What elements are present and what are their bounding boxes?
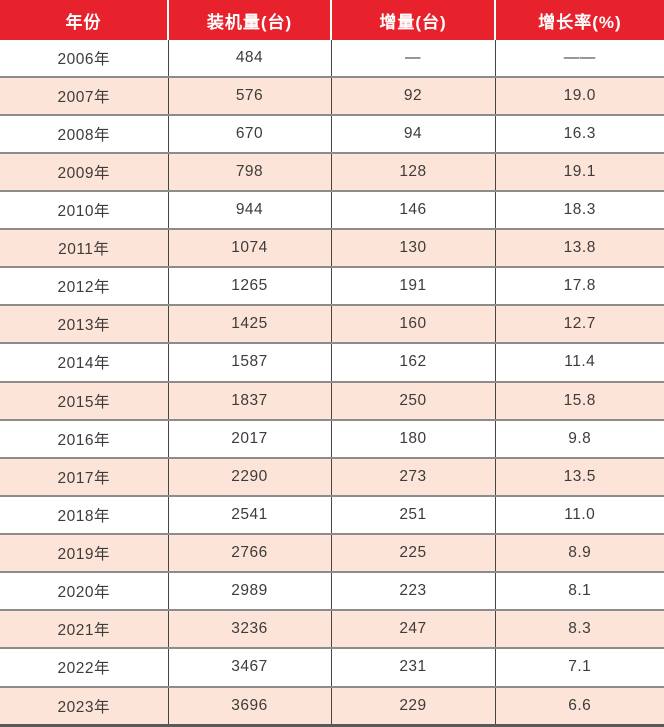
cell-increment: 94 <box>331 113 496 153</box>
table-row: 2009年 798 128 19.1 <box>0 151 664 191</box>
table-row: 2022年 3467 231 7.1 <box>0 647 664 687</box>
cell-installed-count: 670 <box>168 113 332 153</box>
cell-growth-rate: 19.1 <box>495 151 664 191</box>
cell-growth-rate: 6.6 <box>495 685 664 727</box>
cell-installed-count: 1265 <box>168 266 332 306</box>
table-row: 2012年 1265 191 17.8 <box>0 266 664 306</box>
cell-increment: 229 <box>331 685 496 727</box>
cell-installed-count: 2989 <box>168 571 332 611</box>
cell-year: 2013年 <box>0 304 169 344</box>
column-header-increment: 增量(台) <box>330 0 495 40</box>
cell-increment: — <box>331 40 496 77</box>
column-header-year: 年份 <box>0 0 168 40</box>
cell-installed-count: 2541 <box>168 494 332 535</box>
cell-installed-count: 484 <box>168 40 332 77</box>
table-row: 2007年 576 92 19.0 <box>0 75 664 115</box>
header-row: 年份 装机量(台) 增量(台) 增长率(%) <box>0 0 664 40</box>
cell-growth-rate: 13.5 <box>495 456 664 496</box>
cell-installed-count: 2766 <box>168 533 332 573</box>
cell-growth-rate: 11.0 <box>495 494 664 535</box>
cell-installed-count: 2017 <box>168 418 332 458</box>
cell-increment: 162 <box>331 342 496 382</box>
cell-installed-count: 944 <box>168 189 332 230</box>
table-row: 2011年 1074 130 13.8 <box>0 228 664 268</box>
cell-growth-rate: 19.0 <box>495 75 664 115</box>
cell-installed-count: 1837 <box>168 380 332 420</box>
cell-year: 2023年 <box>0 685 169 727</box>
cell-increment: 231 <box>331 647 496 687</box>
cell-year: 2020年 <box>0 571 169 611</box>
table-row: 2020年 2989 223 8.1 <box>0 571 664 611</box>
cell-year: 2007年 <box>0 75 169 115</box>
table-row: 2006年 484— —— <box>0 40 664 77</box>
cell-increment: 251 <box>331 494 496 535</box>
cell-growth-rate: 15.8 <box>495 380 664 420</box>
cell-year: 2006年 <box>0 40 169 77</box>
cell-installed-count: 3696 <box>168 685 332 727</box>
cell-installed-count: 2290 <box>168 456 332 496</box>
cell-year: 2008年 <box>0 113 169 153</box>
cell-increment: 146 <box>331 189 496 230</box>
cell-increment: 273 <box>331 456 496 496</box>
cell-growth-rate: 12.7 <box>495 304 664 344</box>
cell-year: 2019年 <box>0 533 169 573</box>
cell-increment: 191 <box>331 266 496 306</box>
table-row: 2013年 1425 160 12.7 <box>0 304 664 344</box>
cell-growth-rate: —— <box>495 40 664 77</box>
column-header-growth-rate: 增长率(%) <box>494 0 664 40</box>
cell-growth-rate: 11.4 <box>495 342 664 382</box>
cell-increment: 247 <box>331 609 496 649</box>
cell-growth-rate: 8.9 <box>495 533 664 573</box>
cell-year: 2014年 <box>0 342 169 382</box>
cell-increment: 223 <box>331 571 496 611</box>
cell-year: 2009年 <box>0 151 169 191</box>
cell-year: 2011年 <box>0 228 169 268</box>
cell-installed-count: 3467 <box>168 647 332 687</box>
table-row: 2014年 1587 162 11.4 <box>0 342 664 382</box>
table-row: 2023年 3696 229 6.6 <box>0 685 664 727</box>
cell-increment: 130 <box>331 228 496 268</box>
cell-increment: 250 <box>331 380 496 420</box>
cell-installed-count: 1425 <box>168 304 332 344</box>
table-row: 2010年 944 146 18.3 <box>0 189 664 230</box>
cell-increment: 180 <box>331 418 496 458</box>
table-row: 2008年 670 94 16.3 <box>0 113 664 153</box>
cell-increment: 160 <box>331 304 496 344</box>
cell-growth-rate: 16.3 <box>495 113 664 153</box>
column-header-installed-count: 装机量(台) <box>167 0 331 40</box>
cell-growth-rate: 13.8 <box>495 228 664 268</box>
cell-year: 2021年 <box>0 609 169 649</box>
cell-increment: 225 <box>331 533 496 573</box>
table-row: 2015年 1837 250 15.8 <box>0 380 664 420</box>
table-row: 2017年 2290 273 13.5 <box>0 456 664 496</box>
cell-year: 2018年 <box>0 494 169 535</box>
cell-growth-rate: 17.8 <box>495 266 664 306</box>
cell-year: 2015年 <box>0 380 169 420</box>
cell-growth-rate: 18.3 <box>495 189 664 230</box>
table-row: 2019年 2766 225 8.9 <box>0 533 664 573</box>
table-row: 2016年 2017 180 9.8 <box>0 418 664 458</box>
cell-installed-count: 3236 <box>168 609 332 649</box>
cell-increment: 128 <box>331 151 496 191</box>
cell-year: 2022年 <box>0 647 169 687</box>
cell-year: 2010年 <box>0 189 169 230</box>
cell-year: 2017年 <box>0 456 169 496</box>
cell-installed-count: 798 <box>168 151 332 191</box>
cell-installed-count: 576 <box>168 75 332 115</box>
table-body: 2006年 484— —— 2007年 576 92 19.0 2008年 670 94 16.3 2… <box>0 40 664 727</box>
cell-growth-rate: 9.8 <box>495 418 664 458</box>
table-row: 2021年 3236 247 8.3 <box>0 609 664 649</box>
cell-growth-rate: 8.3 <box>495 609 664 649</box>
cell-year: 2012年 <box>0 266 169 306</box>
cell-growth-rate: 7.1 <box>495 647 664 687</box>
table-row: 2018年 2541 251 11.0 <box>0 494 664 535</box>
cell-year: 2016年 <box>0 418 169 458</box>
cell-increment: 92 <box>331 75 496 115</box>
cell-installed-count: 1074 <box>168 228 332 268</box>
cell-installed-count: 1587 <box>168 342 332 382</box>
cell-growth-rate: 8.1 <box>495 571 664 611</box>
